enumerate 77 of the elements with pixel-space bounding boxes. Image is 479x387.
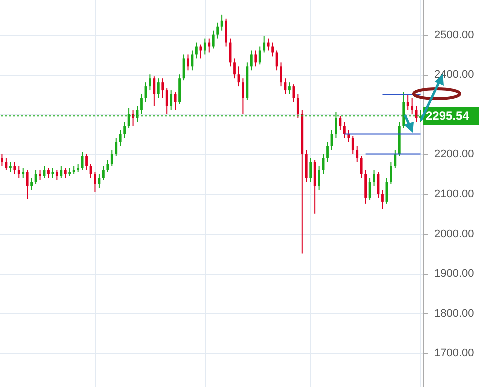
candlestick (200, 44, 202, 60)
candlestick (64, 168, 67, 179)
candlestick (373, 170, 376, 187)
candlestick (115, 138, 118, 157)
candlestick (110, 150, 114, 167)
y-tick-label: 2000.00 (434, 228, 474, 240)
candlestick (326, 142, 329, 163)
candlestick (9, 162, 12, 173)
candlestick (288, 82, 291, 96)
candlestick (56, 170, 58, 181)
candlestick (356, 146, 359, 163)
candlestick (242, 78, 244, 115)
candlestick (124, 122, 126, 139)
candlestick (187, 54, 190, 72)
candlestick (305, 150, 308, 183)
candlestick (170, 90, 173, 111)
candlestick (60, 166, 63, 179)
candlestick (196, 42, 198, 60)
y-tick-label: 1700.00 (434, 348, 474, 360)
candlestick (153, 76, 156, 107)
y-tick-label: 2200.00 (434, 148, 474, 161)
candlestick (18, 166, 20, 179)
y-tick-label: 2500.00 (434, 29, 474, 42)
candlestick (39, 170, 42, 181)
candlestick (22, 168, 25, 179)
ref-line-label: 2295.54 (426, 109, 470, 124)
candlestick (234, 58, 236, 80)
y-tick-label: 1800.00 (434, 308, 474, 320)
candlestick (148, 74, 152, 92)
candlestick (102, 166, 105, 181)
candlestick (394, 150, 397, 169)
candlestick (86, 154, 88, 171)
candlestick (220, 14, 224, 32)
candlestick (348, 130, 350, 143)
candlestick (280, 62, 282, 88)
y-tick-label: 1900.00 (434, 268, 474, 280)
candlestick (292, 84, 296, 103)
candlestick (263, 36, 266, 54)
y-tick-label: 2400.00 (434, 69, 474, 82)
candlestick (225, 18, 228, 48)
candlestick (352, 136, 354, 155)
candlestick (14, 162, 16, 175)
candlestick (212, 30, 215, 50)
y-tick-label: 2100.00 (434, 188, 474, 200)
candlestick (406, 94, 410, 111)
candlestick (178, 74, 181, 105)
candlestick (174, 92, 177, 111)
candlestick (314, 160, 316, 214)
candlestick (5, 158, 8, 171)
candlestick (318, 166, 321, 191)
candlestick (1, 154, 4, 167)
candlestick (310, 158, 312, 183)
candlestick (267, 38, 270, 52)
candlestick (204, 38, 206, 56)
candlestick (216, 22, 220, 40)
candlestick (94, 172, 96, 193)
candlestick (162, 78, 164, 99)
candlestick (415, 106, 418, 123)
candlestick (272, 42, 274, 58)
candlestick (30, 178, 34, 191)
candlestick (254, 50, 258, 68)
candlestick (166, 88, 168, 115)
candlestick (119, 130, 122, 147)
candlestick (26, 170, 29, 200)
candlestick (360, 156, 363, 179)
candlestick (106, 160, 110, 173)
candlestick (382, 190, 384, 210)
candlestick (364, 170, 368, 204)
candlestick (48, 168, 50, 179)
candlestick (258, 46, 262, 66)
candlestick (208, 38, 211, 54)
candlestick (157, 78, 160, 99)
candlestick (390, 162, 392, 185)
candlestick (343, 122, 346, 139)
candlestick (411, 98, 414, 115)
candlestick (296, 94, 300, 119)
candlestick (250, 50, 253, 72)
